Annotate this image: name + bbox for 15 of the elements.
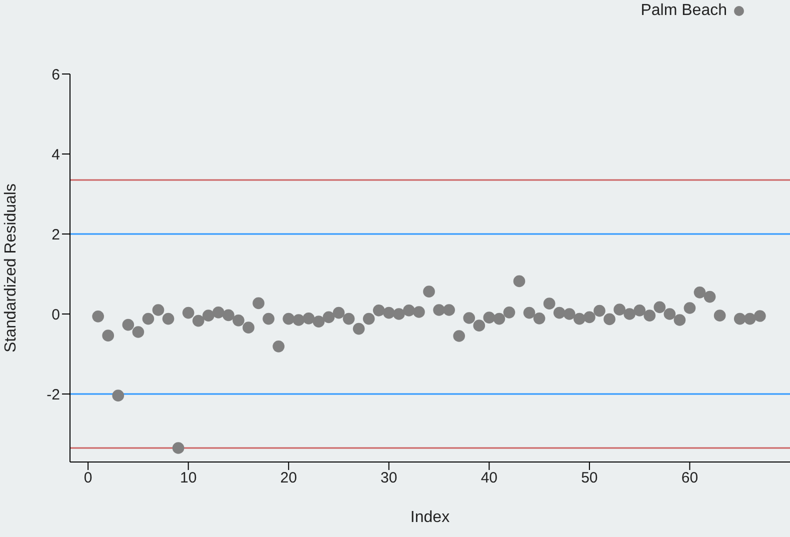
x-tick-label: 60 (681, 470, 698, 487)
x-axis-title: Index (410, 509, 450, 526)
y-tick-label: 0 (52, 306, 60, 324)
y-tick-label: 6 (52, 66, 60, 84)
x-tick-label: 0 (84, 470, 92, 487)
x-tick-label: 40 (480, 470, 498, 487)
x-tick-label: 10 (180, 470, 197, 487)
legend-label: Palm Beach (640, 2, 727, 20)
y-axis-title: Standardized Residuals (2, 184, 20, 352)
y-tick-label: 2 (52, 226, 60, 244)
y-tick-label: 4 (52, 146, 60, 164)
x-tick-label: 50 (581, 470, 598, 487)
y-tick-label: -2 (46, 386, 60, 404)
x-tick-label: 30 (380, 470, 398, 487)
x-tick-label: 20 (280, 470, 297, 487)
